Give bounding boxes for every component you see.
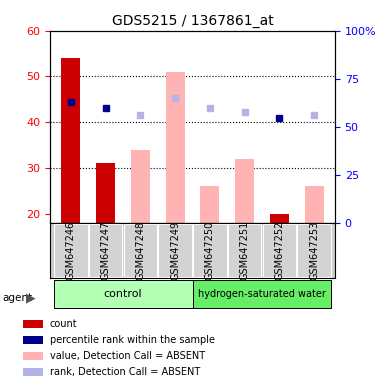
Title: GDS5215 / 1367861_at: GDS5215 / 1367861_at xyxy=(112,14,273,28)
Text: GSM647246: GSM647246 xyxy=(66,221,76,280)
Bar xyxy=(23,319,43,328)
Text: GSM647250: GSM647250 xyxy=(205,221,215,280)
Bar xyxy=(23,336,43,344)
Bar xyxy=(228,224,261,277)
Text: hydrogen-saturated water: hydrogen-saturated water xyxy=(198,289,326,299)
Bar xyxy=(96,163,115,223)
Text: GSM647248: GSM647248 xyxy=(136,221,146,280)
Bar xyxy=(200,186,219,223)
Text: percentile rank within the sample: percentile rank within the sample xyxy=(50,335,215,345)
Bar xyxy=(305,186,324,223)
Text: GSM647251: GSM647251 xyxy=(239,221,249,280)
Bar xyxy=(61,58,80,223)
Bar xyxy=(23,368,43,376)
Bar xyxy=(89,224,122,277)
Bar xyxy=(192,280,331,308)
Text: rank, Detection Call = ABSENT: rank, Detection Call = ABSENT xyxy=(50,367,200,377)
Text: GSM647249: GSM647249 xyxy=(170,221,180,280)
Bar xyxy=(298,224,331,277)
Text: GSM647247: GSM647247 xyxy=(100,221,110,280)
Bar xyxy=(263,224,296,277)
Bar xyxy=(193,224,226,277)
Bar xyxy=(54,224,87,277)
Text: GSM647252: GSM647252 xyxy=(275,221,285,280)
Bar xyxy=(270,214,289,223)
Bar xyxy=(124,224,157,277)
Text: control: control xyxy=(104,289,142,299)
Bar xyxy=(159,224,192,277)
Text: agent: agent xyxy=(2,293,32,303)
Text: value, Detection Call = ABSENT: value, Detection Call = ABSENT xyxy=(50,351,205,361)
Text: count: count xyxy=(50,319,77,329)
Bar xyxy=(166,72,185,223)
Bar xyxy=(23,352,43,360)
Text: GSM647253: GSM647253 xyxy=(309,221,319,280)
Text: ▶: ▶ xyxy=(26,291,36,304)
Bar xyxy=(131,150,150,223)
Bar xyxy=(235,159,254,223)
Bar xyxy=(54,280,192,308)
